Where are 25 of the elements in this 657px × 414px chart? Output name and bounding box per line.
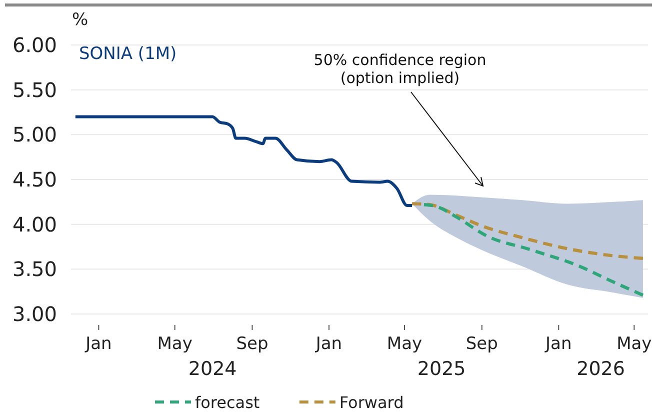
x-tick-label: Sep <box>466 334 498 354</box>
y-tick-label: 5.50 <box>12 78 57 102</box>
y-tick-label: 5.00 <box>12 122 57 147</box>
y-axis-title: % <box>72 10 88 30</box>
y-tick-label: 4.00 <box>12 212 57 236</box>
x-tick-label: Jan <box>84 334 112 354</box>
line-series <box>74 115 414 208</box>
legend-label: Forward <box>339 393 404 412</box>
y-tick-label: 4.50 <box>12 168 57 192</box>
x-tick-label: May <box>616 334 652 354</box>
text: SONIA (1M) <box>79 44 177 64</box>
x2-tick-label: 2025 <box>417 358 466 380</box>
x2-tick-label: 2024 <box>188 358 237 380</box>
legend-label: forecast <box>195 393 260 412</box>
annotation: 50% confidence region (option implied) <box>314 51 486 87</box>
x-tick-label: May <box>386 334 422 354</box>
x-tick-label: Jan <box>314 334 342 354</box>
x-tick-label: May <box>157 334 192 354</box>
x-tick-label: Sep <box>236 334 268 354</box>
line-series <box>410 202 645 260</box>
y-tick-label: 3.50 <box>12 257 57 282</box>
y-tick-label: 6.00 <box>12 33 57 57</box>
x-tick-label: Jan <box>544 334 572 354</box>
x2-tick-label: 2026 <box>576 358 625 380</box>
y-tick-label: 3.00 <box>12 302 57 326</box>
